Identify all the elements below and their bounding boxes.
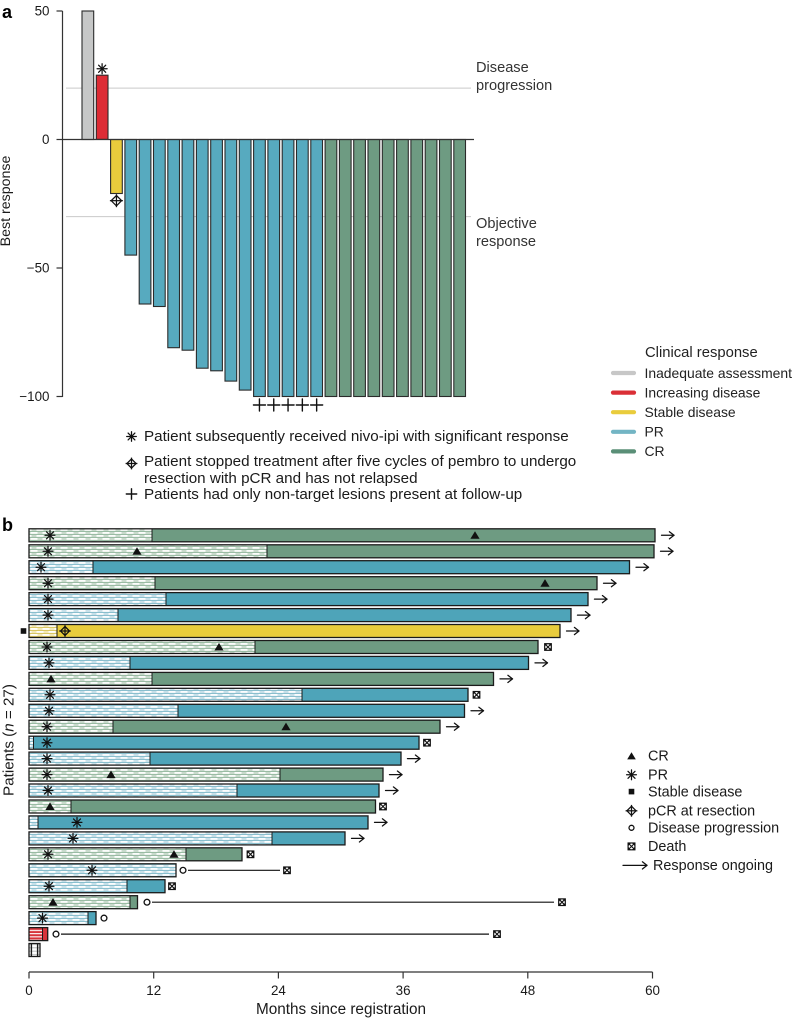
- svg-text:Death: Death: [648, 839, 686, 855]
- svg-text:a: a: [2, 2, 13, 22]
- svg-text:PR: PR: [645, 424, 664, 440]
- svg-text:PR: PR: [648, 768, 668, 784]
- svg-text:0: 0: [42, 132, 49, 147]
- svg-text:0: 0: [25, 983, 32, 998]
- svg-text:Patients (n = 27): Patients (n = 27): [1, 684, 18, 796]
- svg-text:Patient subsequently received: Patient subsequently received nivo-ipi w…: [144, 428, 569, 445]
- svg-text:CR: CR: [645, 443, 665, 459]
- svg-text:Increasing disease: Increasing disease: [645, 384, 761, 400]
- svg-text:Patient stopped treatment afte: Patient stopped treatment after five cyc…: [144, 453, 576, 470]
- svg-text:Stable disease: Stable disease: [648, 784, 742, 800]
- svg-text:b: b: [2, 515, 13, 535]
- svg-text:resection with pCR and has not: resection with pCR and has not relapsed: [144, 470, 418, 487]
- svg-text:60: 60: [645, 983, 660, 998]
- svg-text:Months since registration: Months since registration: [256, 1001, 426, 1018]
- svg-text:response: response: [476, 234, 536, 250]
- svg-text:progression: progression: [476, 78, 552, 94]
- svg-text:−100: −100: [19, 389, 49, 404]
- svg-text:Patients had only non-target l: Patients had only non-target lesions pre…: [144, 486, 522, 503]
- svg-text:Disease progression: Disease progression: [648, 821, 779, 837]
- svg-text:Objective: Objective: [476, 216, 537, 232]
- svg-text:50: 50: [35, 4, 50, 19]
- svg-text:36: 36: [396, 983, 411, 998]
- svg-text:Disease: Disease: [476, 60, 529, 76]
- svg-text:Best response: Best response: [0, 156, 14, 247]
- svg-text:−50: −50: [27, 261, 50, 276]
- svg-text:CR: CR: [648, 749, 669, 765]
- svg-text:Response ongoing: Response ongoing: [653, 858, 773, 874]
- svg-text:12: 12: [146, 983, 161, 998]
- svg-text:Clinical response: Clinical response: [645, 345, 758, 361]
- svg-text:Stable disease: Stable disease: [645, 404, 736, 420]
- svg-text:Inadequate assessment: Inadequate assessment: [645, 365, 793, 381]
- svg-text:pCR at resection: pCR at resection: [648, 804, 755, 820]
- svg-text:24: 24: [271, 983, 286, 998]
- svg-text:48: 48: [520, 983, 535, 998]
